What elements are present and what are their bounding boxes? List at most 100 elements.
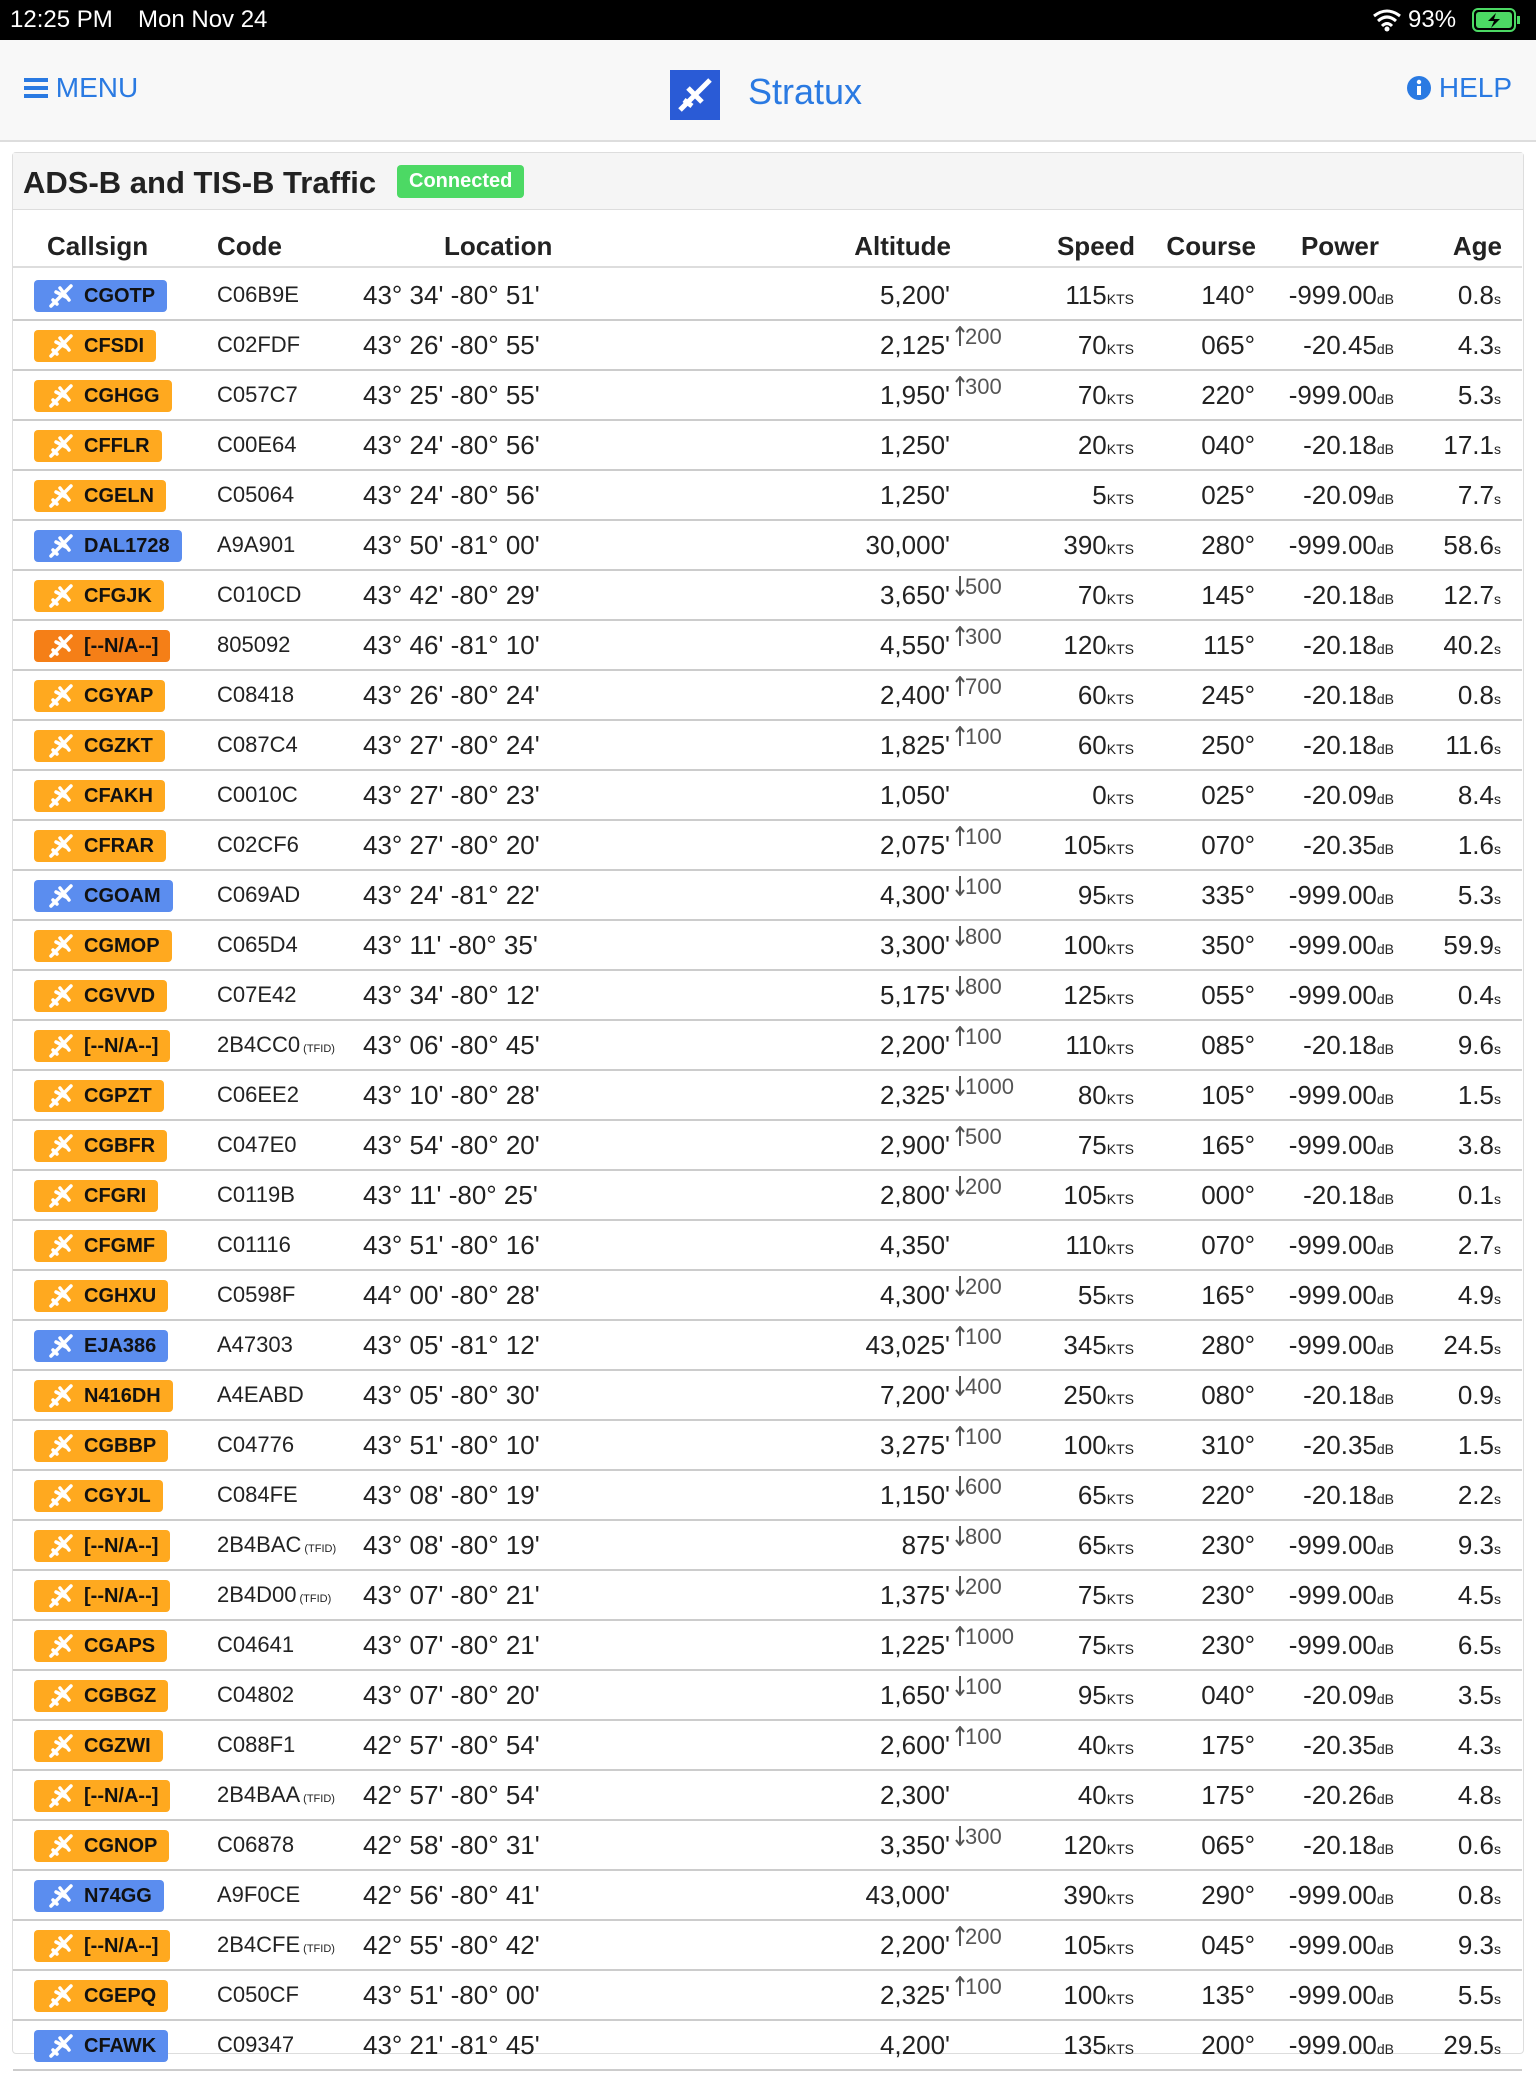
speed-unit: KTS <box>1106 1641 1134 1657</box>
callsign: CGYJL <box>84 1485 151 1507</box>
power: -999.00dB <box>1289 1271 1394 1323</box>
plane-icon <box>49 1684 73 1708</box>
callsign: [--N/A--] <box>84 1935 159 1957</box>
speed-value: 100 <box>1063 930 1107 960</box>
callsign-badge: CGHGG <box>34 380 172 412</box>
course: 105° <box>1201 1080 1255 1110</box>
vertical-arrow <box>955 1576 965 1597</box>
age-value: 5.5 <box>1457 1980 1494 2010</box>
age-unit: s <box>1494 341 1501 357</box>
code-value: C057C7 <box>217 382 298 407</box>
code: 2B4CFE (TFID) <box>217 1921 335 1973</box>
vertical-arrow <box>955 1025 965 1046</box>
power: -999.00dB <box>1289 1121 1394 1173</box>
speed-value: 5 <box>1092 480 1107 510</box>
callsign-badge: CGHXU <box>34 1280 169 1312</box>
age: 1.5s <box>1458 1071 1501 1123</box>
wifi-icon <box>1373 9 1401 32</box>
age-value: 17.1 <box>1443 430 1494 460</box>
power-unit: dB <box>1376 1391 1394 1407</box>
speed-value: 80 <box>1077 1080 1107 1110</box>
code: A9A901 <box>217 521 295 569</box>
age-unit: s <box>1494 1841 1501 1857</box>
traffic-row: CFAWK C09347 43° 21' -81° 45' 4,200' 135KTS 2… <box>13 2021 1522 2071</box>
callsign-badge: CFGMF <box>34 1230 168 1262</box>
course: 175° <box>1201 1780 1255 1810</box>
power-value: -20.18 <box>1303 1380 1377 1410</box>
power-unit: dB <box>1376 1541 1394 1557</box>
speed: 0KTS <box>1092 771 1134 823</box>
vertical-rate-value: 500 <box>965 574 1002 599</box>
age-value: 6.5 <box>1457 1630 1494 1660</box>
speed: 55KTS <box>1078 1271 1134 1323</box>
power-unit: dB <box>1376 1691 1394 1707</box>
altitude: 43,025' <box>865 1330 951 1360</box>
age-value: 1.5 <box>1457 1080 1494 1110</box>
power: -20.09dB <box>1303 1671 1394 1723</box>
vertical-rate-value: 200 <box>965 1274 1002 1299</box>
code-value: C06B9E <box>217 282 299 307</box>
menu-button[interactable]: MENU <box>24 72 138 104</box>
code-value: 2B4BAA <box>217 1782 301 1807</box>
code-value: C0119B <box>217 1182 295 1207</box>
age-value: 7.7 <box>1457 480 1494 510</box>
traffic-row: CGELN C05064 43° 24' -80° 56' 1,250' 5KTS 025… <box>13 471 1522 521</box>
power: -20.18dB <box>1303 1021 1394 1073</box>
vertical-rate-value: 800 <box>965 974 1002 999</box>
code-value: 2B4CFE <box>217 1932 301 1957</box>
speed-value: 60 <box>1077 680 1107 710</box>
callsign: N416DH <box>84 1385 161 1407</box>
age-value: 4.5 <box>1457 1580 1494 1610</box>
location: 43° 34' -80° 51' <box>363 280 540 310</box>
callsign-badge: CGYJL <box>34 1480 163 1512</box>
code: C088F1 <box>217 1721 295 1769</box>
speed: 70KTS <box>1078 571 1134 623</box>
speed: 110KTS <box>1065 1221 1134 1273</box>
code: 2B4CC0 (TFID) <box>217 1021 335 1073</box>
vertical-arrow <box>955 1625 965 1646</box>
power-value: -999.00 <box>1288 280 1377 310</box>
power-value: -999.00 <box>1288 1930 1377 1960</box>
code-value: 2B4BAC <box>217 1532 302 1557</box>
speed: 75KTS <box>1078 1621 1134 1673</box>
callsign: [--N/A--] <box>84 1785 159 1807</box>
tfid-tag: (TFID) <box>303 1793 335 1805</box>
code-value: C02FDF <box>217 332 301 357</box>
speed-unit: KTS <box>1106 1991 1134 2007</box>
course: 245° <box>1201 680 1255 710</box>
power-unit: dB <box>1376 1441 1394 1457</box>
power-value: -20.35 <box>1303 1730 1377 1760</box>
traffic-row: N416DH A4EABD 43° 05' -80° 30' 7,200' 400 250… <box>13 1371 1522 1421</box>
callsign-badge: CFAWK <box>34 2030 169 2062</box>
power-unit: dB <box>1376 641 1394 657</box>
speed-value: 60 <box>1077 730 1107 760</box>
age: 9.3s <box>1458 1521 1501 1573</box>
speed-unit: KTS <box>1106 1341 1134 1357</box>
callsign-badge: [--N/A--] <box>34 1580 171 1612</box>
code: C065D4 <box>217 921 298 969</box>
age: 4.9s <box>1458 1271 1501 1323</box>
age-unit: s <box>1494 991 1501 1007</box>
plane-icon <box>49 734 73 758</box>
vertical-arrow <box>955 1376 965 1397</box>
age: 0.8s <box>1458 271 1501 323</box>
power-value: -20.45 <box>1303 330 1377 360</box>
help-button[interactable]: HELP <box>1407 72 1512 104</box>
location: 42° 56' -80° 41' <box>363 1880 540 1910</box>
callsign: CGHXU <box>84 1285 157 1307</box>
vertical-rate: 100 <box>955 713 1002 761</box>
speed-unit: KTS <box>1106 1591 1134 1607</box>
plane-icon <box>49 434 73 458</box>
traffic-row: CGHXU C0598F 44° 00' -80° 28' 4,300' 200 55KT… <box>13 1271 1522 1321</box>
power: -999.00dB <box>1289 1621 1394 1673</box>
code-value: 805092 <box>217 632 291 657</box>
course: 040° <box>1201 430 1255 460</box>
connection-status: Connected <box>397 165 525 198</box>
callsign-badge: CGELN <box>34 480 166 512</box>
power-value: -999.00 <box>1288 2030 1377 2060</box>
location: 43° 10' -80° 28' <box>363 1080 540 1110</box>
plane-icon <box>49 1734 73 1758</box>
vertical-rate: 300 <box>955 613 1002 661</box>
age: 5.5s <box>1458 1971 1501 2023</box>
callsign-badge: [--N/A--] <box>34 1780 171 1812</box>
